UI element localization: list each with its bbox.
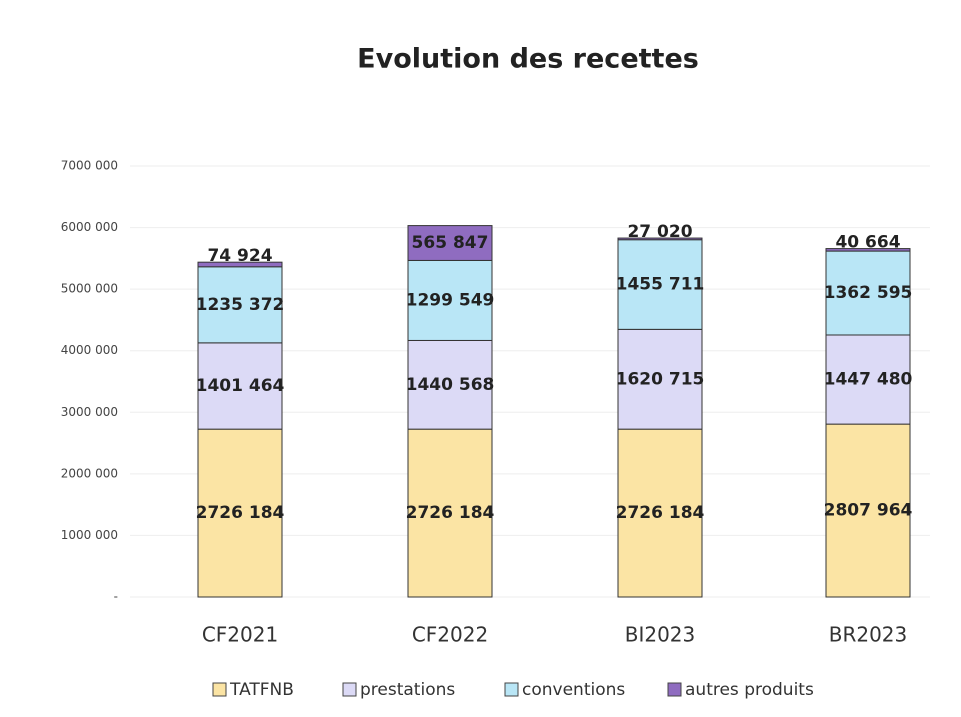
bar-segment bbox=[407, 259, 493, 341]
bar-segment bbox=[617, 237, 703, 241]
value-label: 1447 480 bbox=[824, 370, 913, 390]
value-label: 2807 964 bbox=[824, 501, 913, 521]
value-label: 1440 568 bbox=[406, 375, 495, 395]
value-label: 2726 184 bbox=[616, 503, 705, 523]
legend-label: conventions bbox=[522, 680, 625, 700]
bar-segment bbox=[197, 266, 283, 344]
value-label: 1362 595 bbox=[824, 283, 913, 303]
bar-segment bbox=[617, 328, 703, 430]
legend-swatch bbox=[667, 682, 682, 697]
value-label: 40 664 bbox=[835, 233, 900, 253]
x-tick-label: CF2021 bbox=[202, 623, 278, 647]
value-label: 2726 184 bbox=[406, 503, 495, 523]
value-label: 1455 711 bbox=[616, 275, 705, 295]
value-label: 1620 715 bbox=[616, 369, 705, 389]
legend-swatch bbox=[342, 682, 357, 697]
y-tick-label: - bbox=[114, 590, 118, 604]
legend-label: autres produits bbox=[685, 680, 814, 700]
y-tick-label: 3000 000 bbox=[61, 405, 118, 419]
y-tick-label: 1000 000 bbox=[61, 528, 118, 542]
legend-label: prestations bbox=[360, 680, 455, 700]
legend-label: TATFNB bbox=[229, 680, 294, 700]
x-tick-label: BR2023 bbox=[829, 623, 908, 647]
x-tick-label: CF2022 bbox=[412, 623, 488, 647]
value-label: 565 847 bbox=[412, 233, 489, 253]
bar-segment bbox=[197, 261, 283, 268]
bar-segment bbox=[407, 339, 493, 430]
bar-segment bbox=[825, 248, 911, 252]
y-tick-label: 7000 000 bbox=[61, 159, 118, 173]
y-tick-label: 5000 000 bbox=[61, 282, 118, 296]
bar-segment bbox=[407, 225, 493, 261]
bar-segment bbox=[197, 342, 283, 430]
y-tick-label: 4000 000 bbox=[61, 343, 118, 357]
bar-segment bbox=[617, 428, 703, 598]
value-label: 1401 464 bbox=[196, 376, 285, 396]
bar-segment bbox=[407, 428, 493, 598]
bar-segment bbox=[825, 334, 911, 425]
y-tick-label: 6000 000 bbox=[61, 220, 118, 234]
bar-segment bbox=[617, 239, 703, 330]
value-label: 27 020 bbox=[627, 222, 692, 242]
y-tick-label: 2000 000 bbox=[61, 466, 118, 480]
bar-segment bbox=[197, 428, 283, 598]
value-label: 74 924 bbox=[207, 246, 272, 266]
legend-swatch bbox=[212, 682, 227, 697]
value-label: 2726 184 bbox=[196, 503, 285, 523]
bar-segment bbox=[825, 423, 911, 598]
value-label: 1299 549 bbox=[406, 290, 495, 310]
bar-segment bbox=[825, 250, 911, 336]
chart-title: Evolution des recettes bbox=[357, 44, 699, 75]
x-tick-label: BI2023 bbox=[625, 623, 696, 647]
value-label: 1235 372 bbox=[196, 295, 285, 315]
legend-swatch bbox=[504, 682, 519, 697]
